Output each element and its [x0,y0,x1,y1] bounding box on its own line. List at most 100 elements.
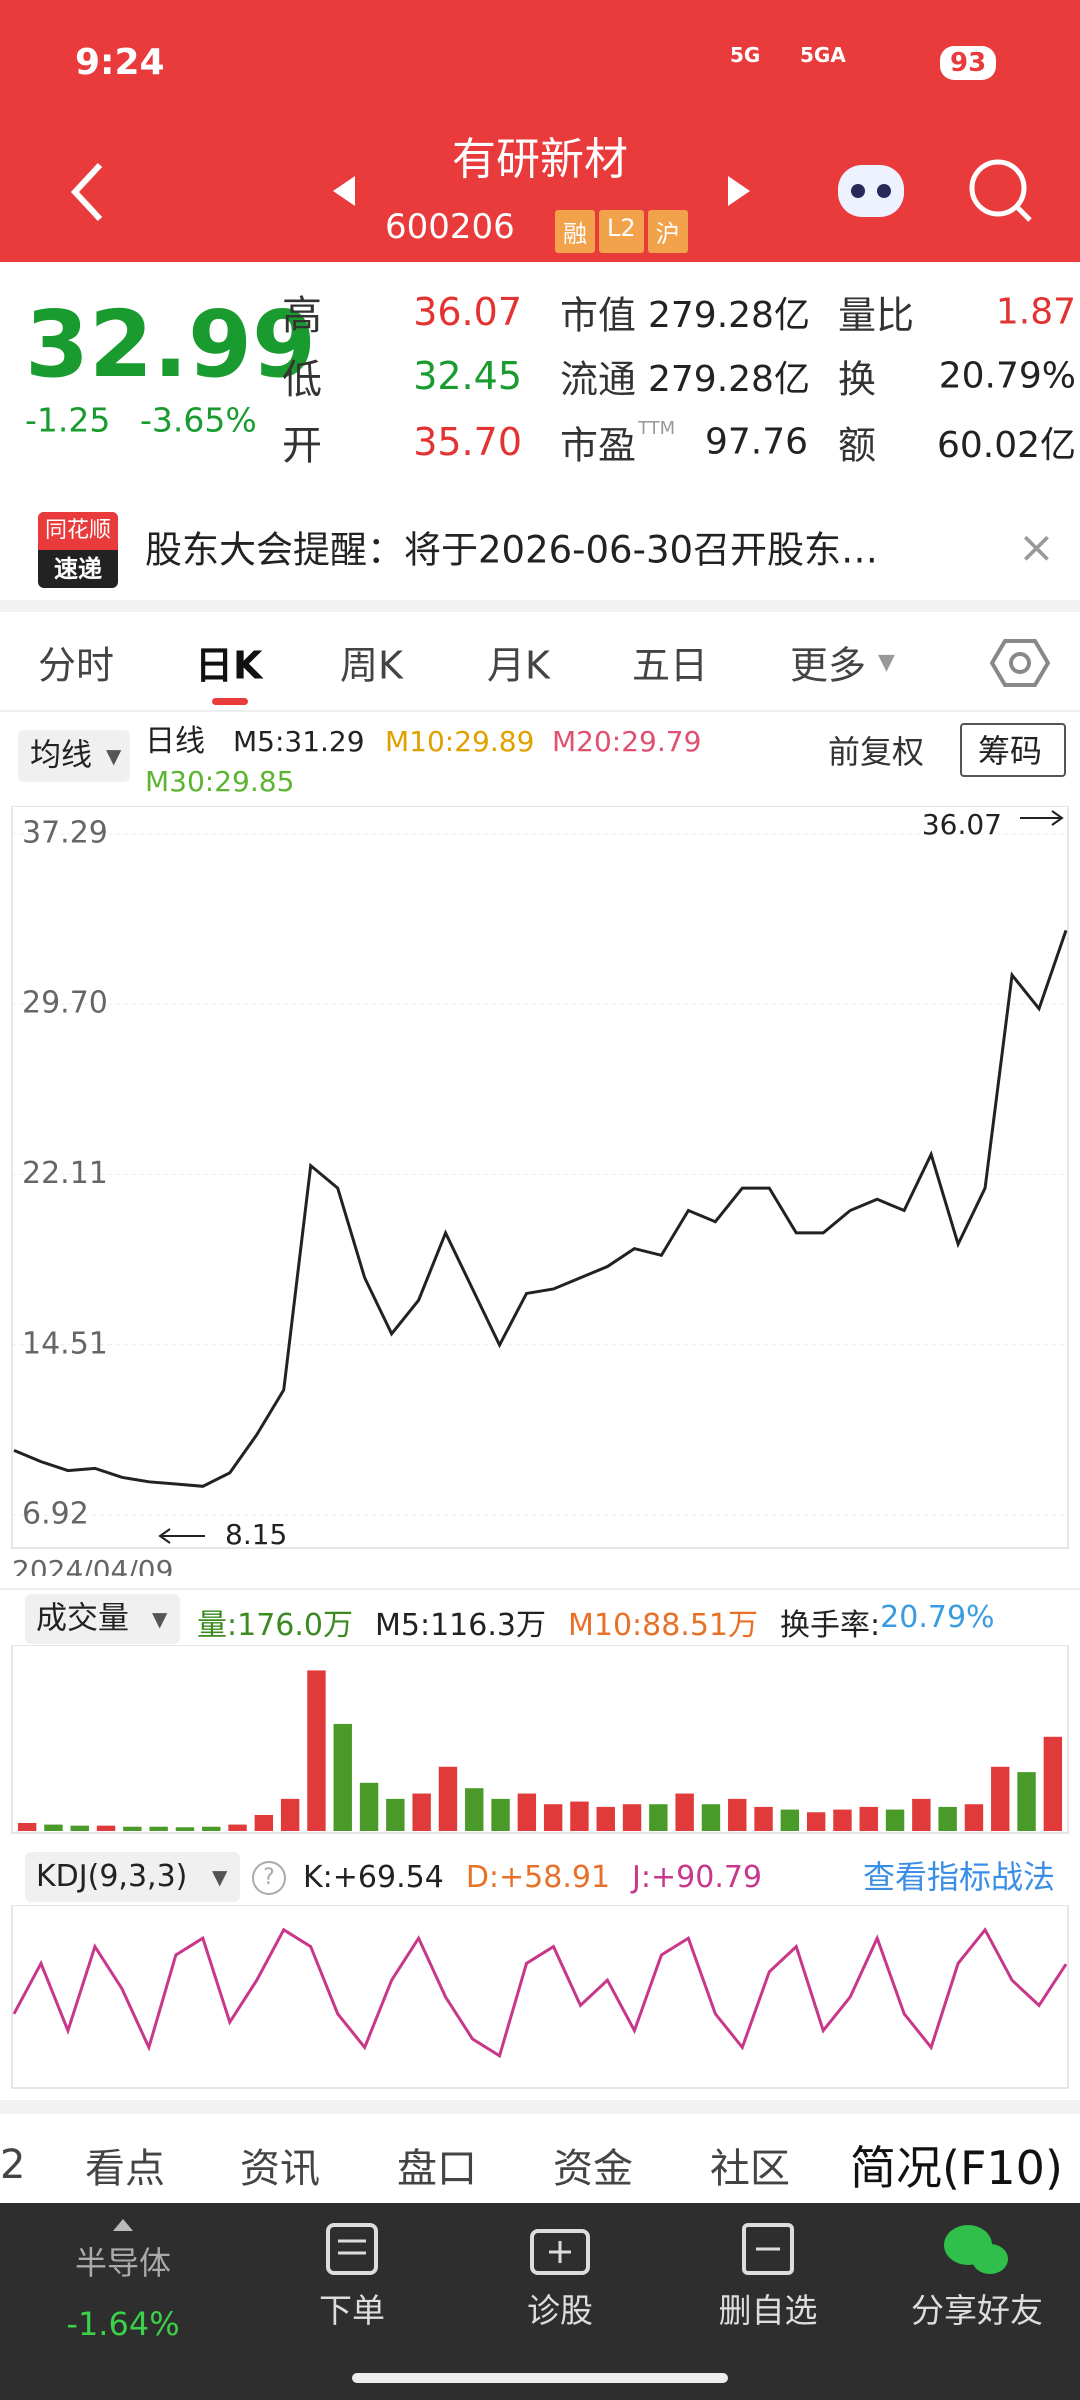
stat-value: 35.70 [413,420,522,464]
volume-bar [859,1806,878,1831]
tab[interactable]: 周K [340,643,403,688]
legend-item: 量:176.0万 [197,1608,353,1643]
volume-bar [465,1788,484,1831]
kdj-help[interactable]: ? [252,1861,286,1895]
robot-icon[interactable] [838,165,904,217]
ma20: M20:29.79 [552,725,702,758]
volume-bar [675,1793,694,1831]
kdj-title[interactable]: KDJ(9,3,3) [36,1859,188,1894]
volume-bar [17,1822,37,1831]
bottom-tab[interactable]: 资讯 [240,2146,320,2192]
status-time: 9:24 [75,42,165,83]
volume-chart [11,1645,1069,1834]
volume-bar [386,1798,405,1831]
status-net: 5G [730,43,761,67]
adjust[interactable]: 前复权 [828,733,925,771]
legend-item: J:+90.79 [632,1860,763,1895]
volume-bar [280,1798,300,1831]
tags: 融 L2 沪 [555,210,688,253]
dropdown-arrow: ▼ [106,744,122,768]
separator [0,600,1080,612]
bottom-tab[interactable]: 简况(F10) [850,2141,1063,2195]
volume-bar [649,1804,668,1831]
kdj-button-bg[interactable] [25,1852,240,1902]
header-bg [0,0,1080,262]
y-tick-label: 29.70 [22,986,108,1021]
volume-button-bg[interactable] [25,1594,180,1644]
kdj-line [12,1927,1068,2059]
volume-bar [780,1809,800,1831]
tag: L2 [599,210,644,253]
icon-bottom: 速递 [54,555,102,583]
stat-label: 市盈 [560,423,637,468]
volume-bar [70,1825,89,1831]
prev-icon[interactable] [333,176,355,206]
bottom-tab[interactable]: 2 [0,2142,26,2188]
volume-bar [938,1806,957,1831]
status-net: 5GA [800,43,846,67]
search-icon[interactable] [969,159,1027,217]
nav-item[interactable]: 下单 [319,2291,385,2330]
sector[interactable]: 半导体 [74,2244,172,2282]
volume-bar [333,1723,352,1831]
bottom-nav [0,2203,1080,2400]
stat-value: 279.28亿 [648,295,810,336]
bottom-tab[interactable]: 社区 [710,2146,790,2192]
bottom-tab[interactable]: 资金 [553,2146,633,2192]
volume-legend: 量:176.0万 M5:116.3万 M10:88.51万 换手率: 20.79% [197,1600,1017,1644]
stat-value: 97.76 [705,421,809,463]
volume-bar [1017,1772,1036,1831]
nav-item[interactable]: 诊股 [527,2291,593,2330]
y-tick-label: 14.51 [22,1326,108,1361]
notice-icon: 同花顺 速递 [38,512,118,588]
change: -1.25 [25,400,111,440]
tag: 沪 [647,210,688,253]
notice-text[interactable]: 股东大会提醒：将于2026-06-30召开股东… [145,528,879,572]
legend-item: M10:88.51万 [567,1608,759,1643]
legend-item: D:+58.91 [465,1860,611,1895]
back-icon[interactable] [70,162,103,222]
volume-bar [517,1793,537,1831]
volume-bar [596,1806,615,1831]
bottom-tab[interactable]: 盘口 [397,2146,477,2192]
separator [0,1588,1080,1590]
tab[interactable]: 月K [487,643,550,688]
price-line [13,929,1068,1488]
chips[interactable]: 筹码 [978,732,1043,770]
ma-button[interactable]: 均线 [30,737,92,774]
kdj-legend: K:+69.54 D:+58.91 J:+90.79 [303,1860,784,1895]
notice-close[interactable]: × [1018,522,1055,573]
ma10: M10:29.89 [385,725,535,758]
tab[interactable]: 更多 [790,643,867,688]
nav-item[interactable]: 删自选 [718,2291,818,2330]
tab[interactable]: 五日 [632,643,709,688]
volume-bar [728,1798,747,1831]
volume-title[interactable]: 成交量 [36,1600,129,1637]
nav-item[interactable]: 分享好友 [911,2291,1043,2330]
ma-button-bg[interactable] [18,730,130,782]
next-icon[interactable] [728,176,750,206]
volume-bar [202,1826,221,1831]
tab[interactable]: 日K [195,643,263,688]
volume-bar [96,1825,116,1831]
bottom-tab[interactable]: 看点 [85,2146,165,2192]
kdj-link[interactable]: 查看指标战法 [862,1858,1055,1896]
dropdown-arrow: ▼ [152,1607,168,1631]
tab[interactable]: 分时 [38,643,115,688]
stat-value: 60.02亿 [936,425,1076,466]
sector-change: -1.64% [66,2305,180,2343]
chips-box[interactable] [960,723,1066,777]
separator [0,2100,1080,2114]
tag: 融 [555,210,595,253]
volume-bar [359,1782,379,1831]
volume-bar [149,1826,168,1831]
volume-bar [754,1806,773,1831]
settings-icon[interactable] [990,635,1050,691]
volume-bar [254,1814,274,1831]
stat-sup: TTM [638,418,676,439]
stat-label: 换 [838,357,877,402]
stat-label: 流通 [560,357,637,402]
y-tick-label: 37.29 [22,816,108,851]
stat-label: 高 [282,293,322,339]
